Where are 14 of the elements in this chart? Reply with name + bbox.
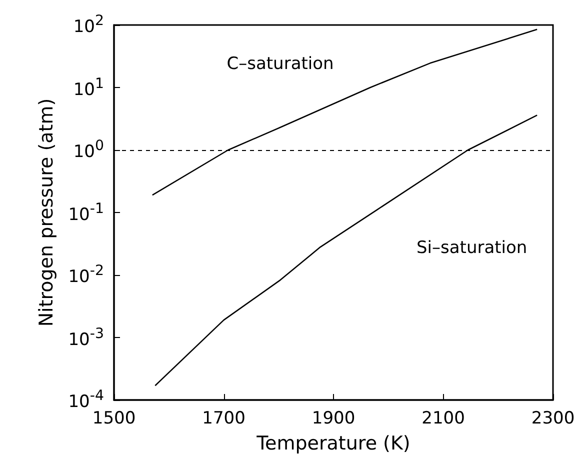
x-tick-label: 2300 [531, 408, 575, 428]
x-tick-label: 1700 [202, 408, 246, 428]
y-tick-label: 10$^{-2}$ [68, 263, 104, 287]
x-tick-label: 2100 [422, 408, 465, 428]
y-tick-label: 10$^{2}$ [73, 13, 104, 37]
text: Si–saturation [416, 238, 528, 258]
y-tick-label: 10$^{-1}$ [68, 200, 104, 224]
y-tick-label: 10$^{0}$ [73, 138, 104, 162]
series-label: C–saturation [226, 54, 334, 74]
y-tick-label: 10$^{-3}$ [68, 326, 104, 350]
x-tick-label: 1900 [312, 408, 356, 428]
y-tick-label: 10$^{1}$ [73, 76, 104, 100]
x-axis-title: Temperature (K) [256, 432, 410, 454]
y-axis-title: Nitrogen pressure (atm) [36, 98, 58, 327]
